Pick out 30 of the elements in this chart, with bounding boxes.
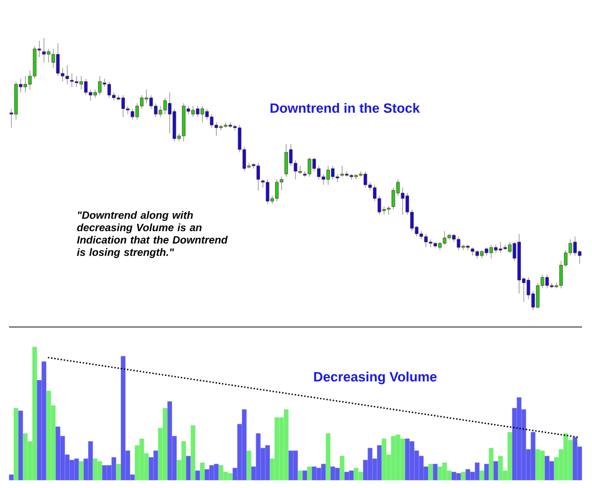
bar <box>494 461 498 480</box>
bar <box>14 408 18 480</box>
bar <box>307 466 312 480</box>
bar <box>466 469 470 480</box>
annotation: "Downtrend along with decreasing Volume is an Indication that the Downtrend is losing strength." <box>77 211 228 258</box>
bar <box>432 464 438 480</box>
bar <box>195 470 200 480</box>
bar <box>116 464 121 480</box>
bar <box>484 464 489 480</box>
annotation: Decreasing Volume <box>314 372 437 384</box>
bar <box>488 448 494 480</box>
bar <box>452 472 456 480</box>
bar <box>330 466 336 480</box>
bar <box>190 425 196 480</box>
bar <box>344 472 350 480</box>
bar <box>9 474 14 480</box>
bar <box>480 470 484 480</box>
bar <box>340 456 344 480</box>
bar <box>298 470 302 480</box>
bar <box>326 433 330 480</box>
bar <box>302 470 308 480</box>
annotation: Downtrend in the Stock <box>270 102 420 113</box>
bar <box>246 450 252 480</box>
bar <box>200 462 205 480</box>
bar <box>460 472 466 480</box>
bar <box>23 433 28 480</box>
bar <box>18 410 23 480</box>
bar <box>428 464 433 480</box>
bar <box>186 456 191 480</box>
bar <box>78 461 84 480</box>
